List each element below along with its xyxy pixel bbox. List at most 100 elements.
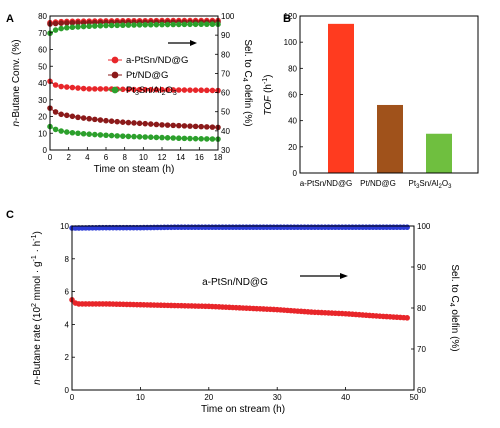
- panel-a-ylabel: n-Butane Conv. (%): [11, 39, 22, 126]
- panel-a-pt3sn-conv-point-11: [108, 132, 115, 139]
- panel-a-pt3sn-sel-point-6: [80, 23, 87, 30]
- panel-a-x-tick-label-16: 16: [195, 153, 204, 162]
- panel-a-pt3sn-sel-point-11: [108, 22, 115, 29]
- legend-label-pt: Pt/ND@G: [126, 70, 168, 81]
- panel-a-pt3sn-sel-point-18: [148, 21, 154, 28]
- panel-a-pt-conv-point-21: [164, 122, 171, 128]
- panel-a-a-ptsn-conv-point-20: [159, 86, 165, 93]
- panel-a-a-ptsn-conv-point-1: [52, 82, 59, 88]
- panel-a-y2-tick-label-30: 30: [221, 146, 230, 155]
- panel-a-a-ptsn-conv-point-7: [86, 86, 92, 92]
- panel-a-a-ptsn-conv-point-4: [69, 84, 76, 91]
- panel-a-pt-conv-point-2: [58, 111, 64, 118]
- panel-a-pt-conv-point-26: [192, 123, 199, 130]
- panel-a-pt3sn-conv-point-17: [142, 134, 149, 140]
- panel-c-axes: 0 10 20 30 40 50 0 2 4 6 8 10 60 70 80 90 100: [60, 222, 431, 402]
- panel-a-a-ptsn-conv-point-8: [92, 86, 98, 92]
- panel-b-category-pt3sn: Pt3Sn/Al2O3: [409, 179, 453, 190]
- panel-a-axes: 0 2 4 6 8 10 12 14 16 18 0 10 20 30 40 50 60 70 80 30 40 50 60…: [38, 12, 235, 162]
- panel-c-y-tick-label-2: 2: [65, 353, 70, 362]
- panel-a-y2-tick-label-60: 60: [221, 89, 230, 98]
- panel-a-pt3sn-sel-point-26: [192, 21, 199, 28]
- panel-b: B 0 20 40 60 80 100 120 a-PtSn/ND@G Pt/ND@G TOF …: [262, 12, 479, 190]
- panel-c-y2-tick-label-100: 100: [417, 222, 431, 231]
- panel-a-pt-conv-point-14: [125, 119, 132, 126]
- panel-a-pt3sn-conv-point-9: [97, 132, 104, 138]
- panel-a-letter: A: [6, 13, 14, 25]
- panel-a-pt3sn-sel-point-16: [136, 22, 143, 28]
- panel-c-rate-point-98: [404, 315, 410, 321]
- panel-c-x-tick-label-0: 0: [70, 393, 75, 402]
- panel-a-legend: a-PtSn/ND@G Pt/ND@G Pt3Sn/Al2O3: [108, 55, 188, 97]
- panel-a-pt-conv-point-4: [69, 113, 76, 120]
- panel-a-pt3sn-sel-point-12: [114, 22, 120, 29]
- panel-a-a-ptsn-conv-point-3: [64, 84, 70, 90]
- panel-c-y2-tick-label-70: 70: [417, 345, 426, 354]
- panel-a-pt3sn-sel-point-21: [164, 21, 171, 28]
- panel-a-pt3sn-conv-point-13: [120, 133, 126, 139]
- panel-a-pt-conv-point-12: [114, 118, 120, 125]
- panel-c-x-tick-label-10: 10: [136, 393, 145, 402]
- panel-c-ylabel: n-Butane rate (102 mmol · g-1 · h-1): [31, 231, 43, 385]
- panel-b-letter: B: [283, 13, 291, 25]
- panel-b-y-tick-label-20: 20: [288, 143, 297, 152]
- panel-a-a-ptsn-conv-point-6: [80, 85, 87, 92]
- panel-a-frame: [49, 15, 219, 151]
- panel-a-pt-conv-point-15: [131, 120, 137, 126]
- panel-a-pt3sn-conv-point-1: [52, 126, 59, 133]
- panel-b-marks: [328, 23, 452, 173]
- panel-a-pt3sn-conv-point-8: [92, 131, 98, 138]
- panel-a-pt3sn-sel-point-23: [176, 21, 182, 28]
- panel-a-pt3sn-conv-point-2: [58, 128, 64, 134]
- panel-a-pt3sn-sel-point-9: [97, 23, 104, 29]
- panel-a-pt-conv-point-11: [108, 118, 115, 124]
- panel-a-pt3sn-conv-point-23: [176, 135, 182, 142]
- panel-a-pt-conv-point-1: [52, 109, 59, 115]
- legend-label-a-ptsn: a-PtSn/ND@G: [126, 55, 188, 66]
- panel-a-pt3sn-conv-point-3: [64, 129, 70, 135]
- panel-a-a-ptsn-conv-point-27: [198, 87, 205, 94]
- panel-a-pt3sn-conv-point-22: [170, 135, 177, 141]
- panel-a-a-ptsn-conv-point-25: [187, 87, 193, 93]
- panel-a-pt-conv-point-19: [153, 121, 160, 128]
- panel-a-pt3sn-sel-point-19: [153, 21, 160, 28]
- panel-b-category-a-ptsn: a-PtSn/ND@G: [300, 179, 353, 188]
- panel-c-x-tick-label-40: 40: [341, 393, 350, 402]
- panel-b-bar-pt: [377, 104, 403, 173]
- panel-a-pt-conv-point-23: [176, 122, 182, 129]
- panel-a-x-tick-label-10: 10: [139, 153, 148, 162]
- panel-a-a-ptsn-conv-point-5: [75, 85, 81, 91]
- panel-a-y2-tick-label-40: 40: [221, 127, 230, 136]
- panel-a-pt3sn-sel-point-28: [204, 21, 210, 28]
- panel-a-arrow: [168, 40, 197, 46]
- panel-c-y2label: Sel. to C4 olefin (%): [448, 264, 460, 351]
- panel-a-pt3sn-conv-point-29: [209, 136, 216, 142]
- panel-a-y-tick-label-70: 70: [38, 29, 47, 38]
- panel-a-pt3sn-conv-point-5: [75, 130, 81, 137]
- panel-a-y-tick-label-30: 30: [38, 96, 47, 105]
- panel-c-y-tick-label-10: 10: [60, 222, 69, 231]
- panel-c-y2-tick-label-90: 90: [417, 263, 426, 272]
- panel-a-pt3sn-conv-point-19: [153, 134, 160, 141]
- panel-a-pt-conv-point-8: [92, 116, 98, 123]
- panel-a-pt3sn-conv-point-28: [204, 136, 210, 142]
- panel-a-pt3sn-sel-point-13: [120, 22, 126, 29]
- panel-c-x-tick-label-30: 30: [273, 393, 282, 402]
- panel-a-pt-conv-point-5: [75, 114, 81, 121]
- panel-a-y-tick-label-60: 60: [38, 46, 47, 55]
- panel-b-y-tick-label-40: 40: [288, 117, 297, 126]
- legend-label-pt3sn: Pt3Sn/Al2O3: [126, 85, 177, 97]
- panel-c-y-tick-label-8: 8: [65, 255, 70, 264]
- panel-a-a-ptsn-conv-point-23: [176, 87, 182, 93]
- panel-a-x-tick-label-8: 8: [122, 153, 127, 162]
- panel-a-pt-conv-point-17: [142, 120, 149, 127]
- panel-a-pt-conv-point-6: [80, 115, 87, 121]
- panel-b-y-tick-label-0: 0: [293, 169, 298, 178]
- panel-a-pt3sn-sel-point-24: [181, 21, 188, 28]
- panel-a-pt-conv-point-13: [120, 119, 126, 125]
- panel-a-x-tick-label-6: 6: [104, 153, 109, 162]
- panel-a-x-tick-label-18: 18: [214, 153, 223, 162]
- panel-b-bar-a-ptsn: [328, 23, 354, 173]
- panel-a-x-tick-label-2: 2: [66, 153, 71, 162]
